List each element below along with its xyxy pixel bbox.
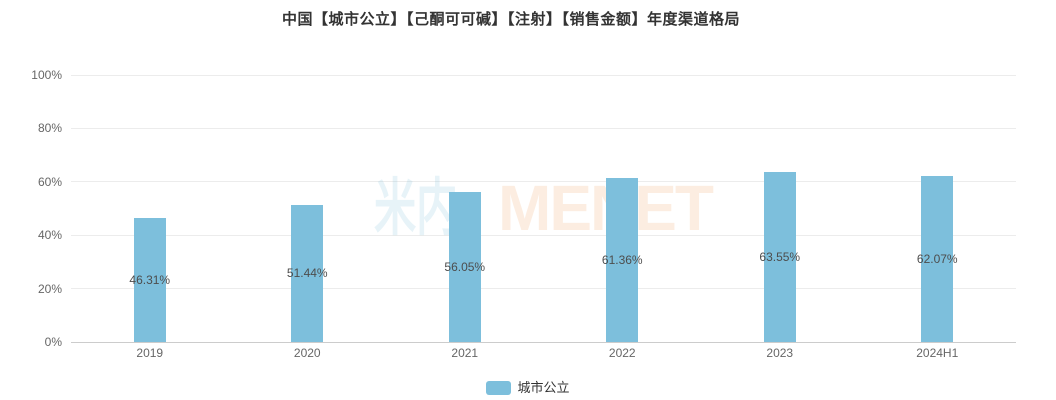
bar-value-label-2020: 51.44% [286,266,328,281]
y-axis-tick-label: 80% [37,121,62,136]
bar-value-label-2022: 61.36% [601,253,643,268]
y-axis-tick-label: 0% [44,335,62,349]
bar-2024H1[interactable] [921,176,954,342]
legend-label[interactable]: 城市公立 [517,380,570,395]
x-axis-label-2024H1: 2024H1 [916,346,959,360]
x-axis-label-2019: 2019 [136,346,164,360]
gridline [71,288,1016,290]
bar-value-label-2023: 63.55% [759,250,801,265]
bar-2021[interactable] [448,192,481,342]
bar-2020[interactable] [291,204,324,342]
menet-watermark: 米内 MENET [374,172,714,244]
legend-marker-swatch[interactable] [486,381,512,395]
x-axis-label-2022: 2022 [608,346,636,360]
watermark-cn-text: 米内 [374,174,459,243]
bar-2022[interactable] [606,178,639,342]
x-axis-label-2023: 2023 [766,346,794,360]
chart-title: 中国【城市公立】【己酮可可碱】【注射】【销售金额】年度渠道格局 [281,11,740,28]
legend-item-city-public[interactable]: 城市公立 [0,381,1056,395]
watermark-en-text: MENET [498,172,714,244]
bar-2019[interactable] [133,218,166,342]
bar-2023[interactable] [763,172,796,342]
gridline [71,74,1016,76]
y-axis-tick-label: 60% [37,174,62,189]
x-axis-label-2021: 2021 [451,346,479,360]
y-axis-tick-label: 20% [37,281,62,296]
x-axis-label-2020: 2020 [293,346,321,360]
gridline [71,181,1016,183]
bar-value-label-2024H1: 62.07% [916,252,958,267]
x-axis-line [71,341,1016,343]
bar-value-label-2021: 56.05% [444,260,486,275]
gridline [71,234,1016,236]
y-axis-tick-label: 40% [37,228,62,243]
gridline [71,127,1016,129]
y-axis-tick-label: 100% [31,68,62,82]
bar-value-label-2019: 46.31% [129,273,171,288]
